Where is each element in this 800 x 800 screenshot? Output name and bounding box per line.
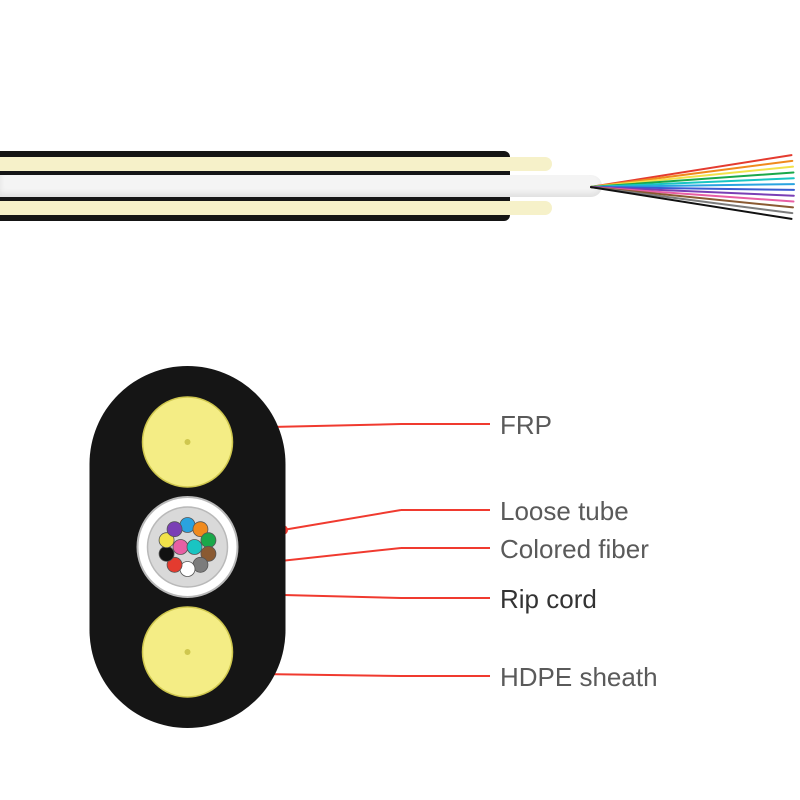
cross-section-group: FRP Loose tube Colored fiber Rip cord HD… xyxy=(85,362,725,772)
frp-rod-bottom xyxy=(0,201,552,215)
cable-side-view xyxy=(0,105,800,275)
label-loose-tube: Loose tube xyxy=(500,496,629,527)
label-rip-cord: Rip cord xyxy=(500,584,597,615)
figure-root: FRP Loose tube Colored fiber Rip cord HD… xyxy=(0,0,800,800)
label-frp: FRP xyxy=(500,410,552,441)
frp-rod-top xyxy=(0,157,552,171)
cross-section-svg xyxy=(85,362,725,772)
label-sheath: HDPE sheath xyxy=(500,662,658,693)
loose-tube xyxy=(0,175,602,197)
label-colored: Colored fiber xyxy=(500,534,649,565)
